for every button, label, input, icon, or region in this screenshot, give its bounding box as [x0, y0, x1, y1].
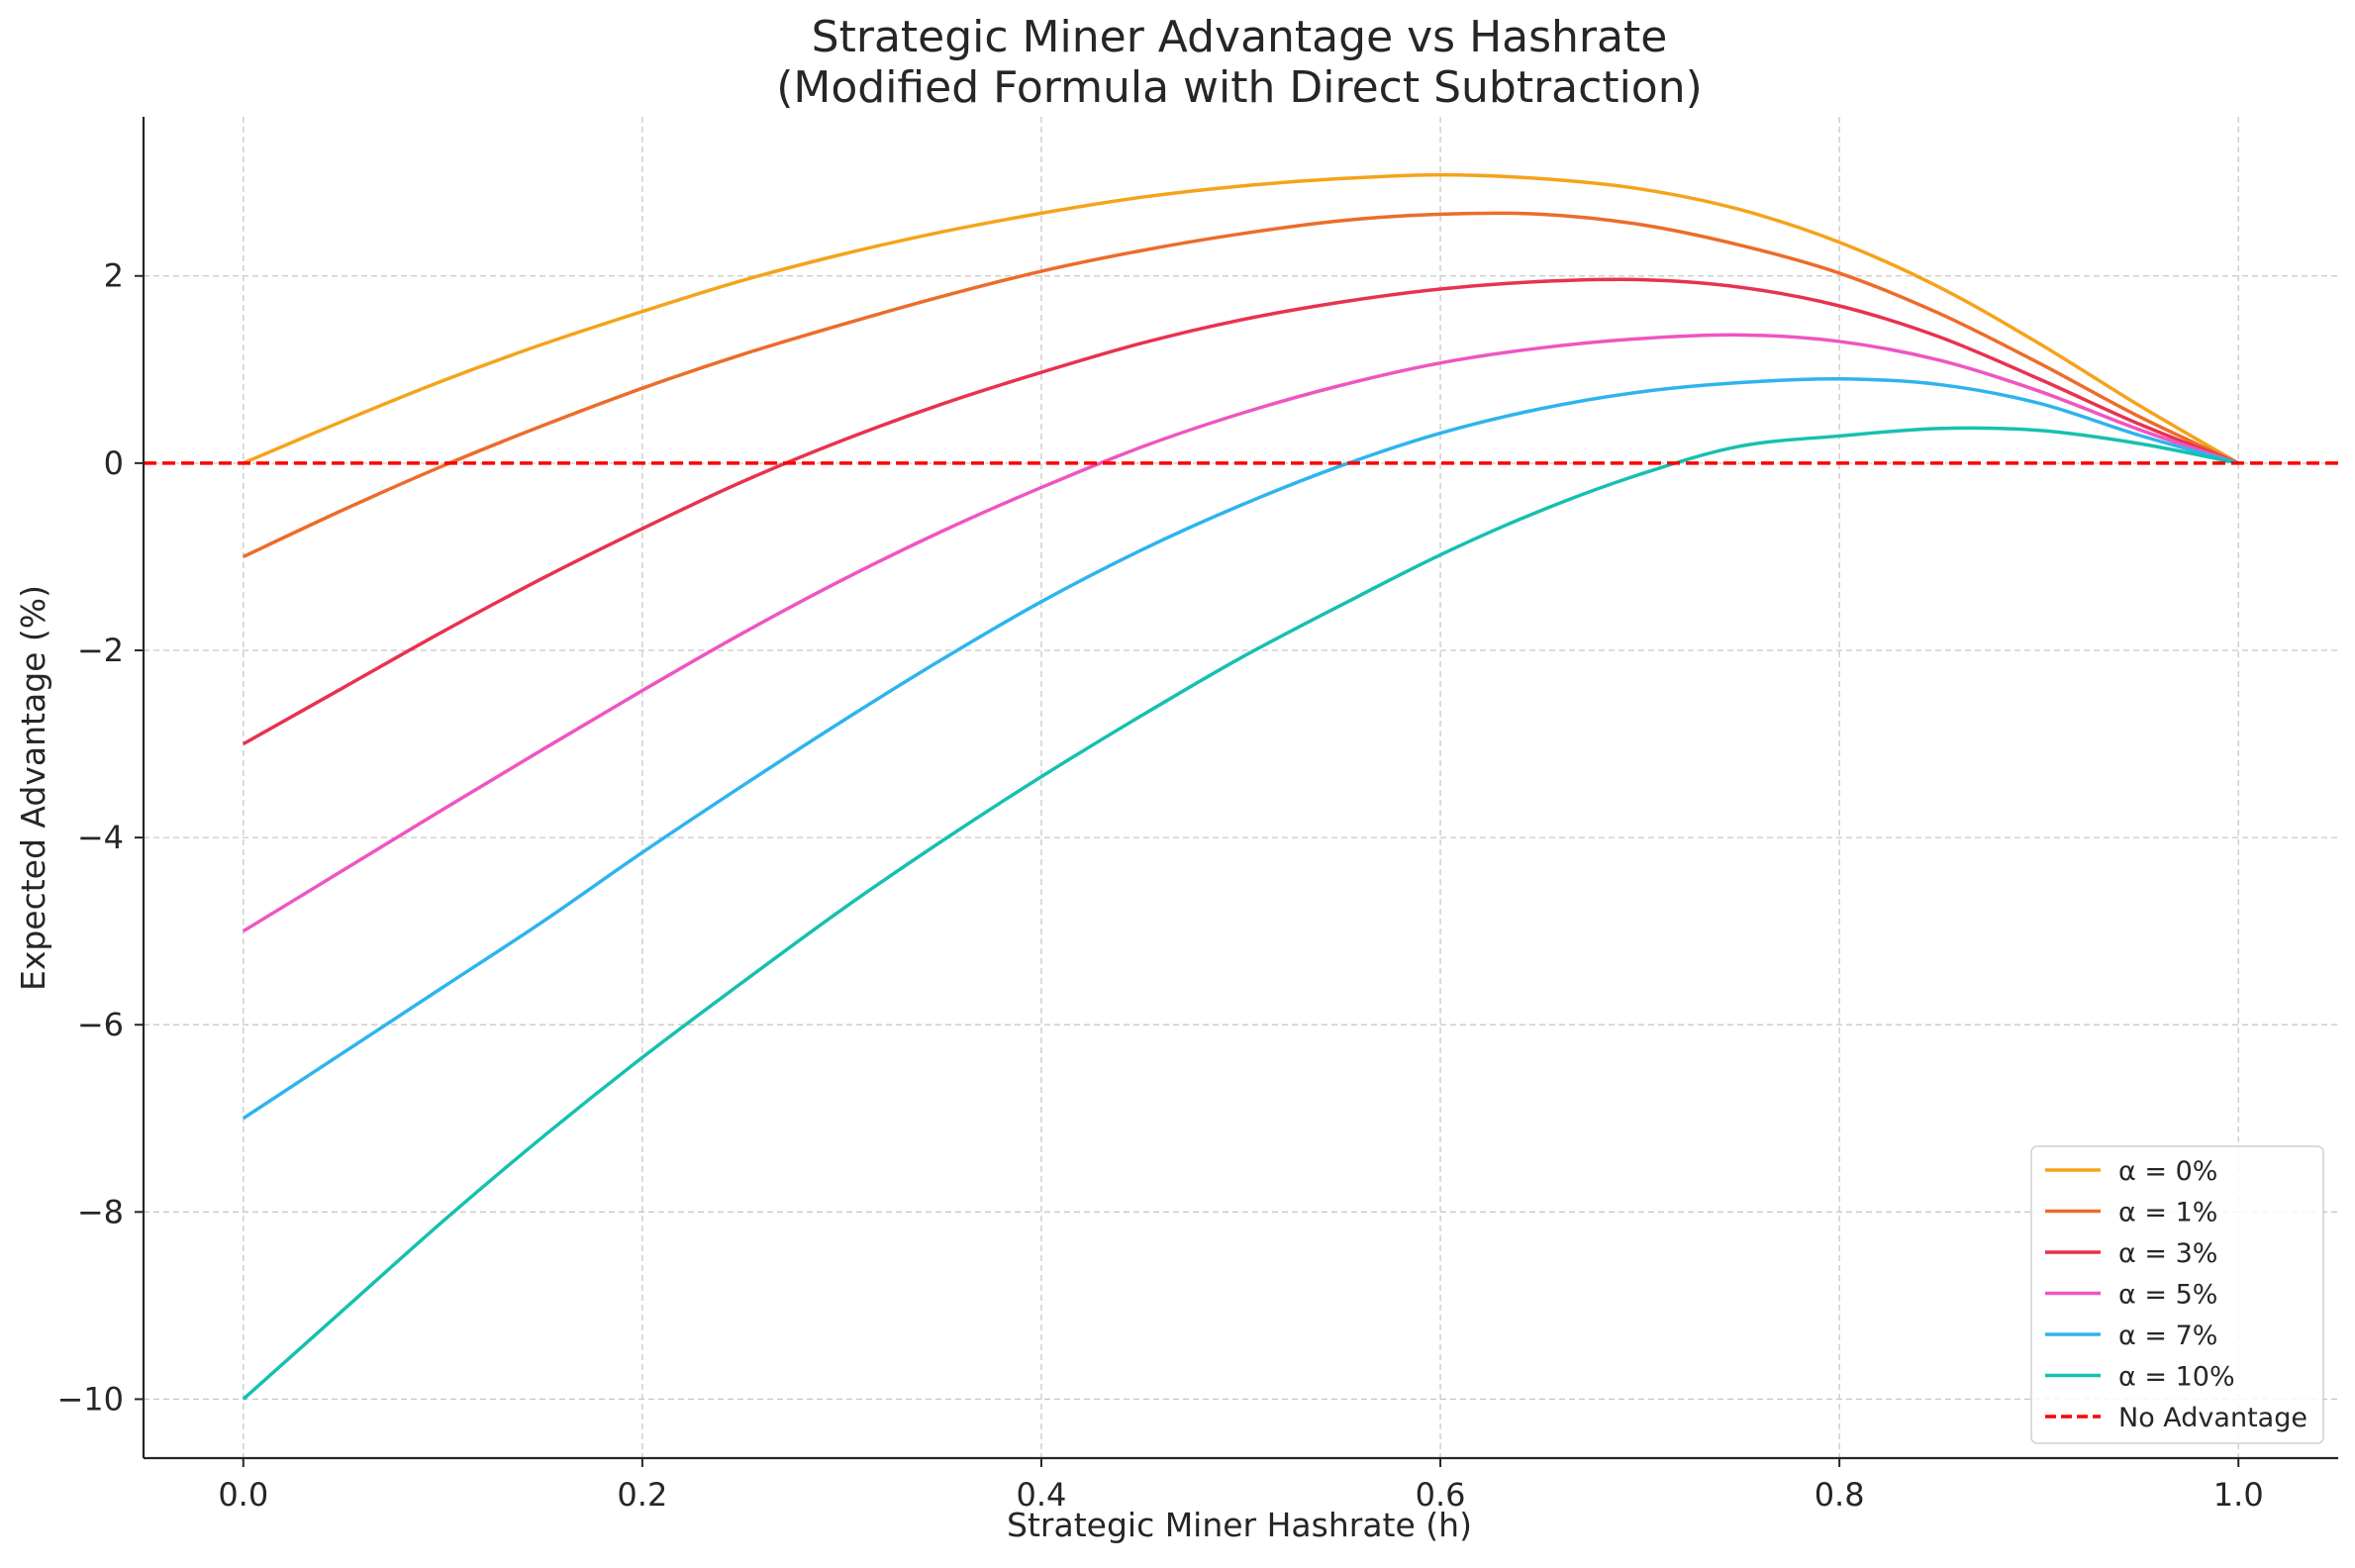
legend-label: α = 0%	[2118, 1156, 2217, 1187]
series-line-2	[242, 277, 2239, 746]
series-line-5	[242, 426, 2239, 1401]
x-tick-label: 1.0	[2213, 1476, 2264, 1514]
y-tick-label: −8	[77, 1193, 124, 1230]
legend-label: α = 7%	[2118, 1321, 2217, 1351]
x-tick-label: 0.8	[1815, 1476, 1865, 1514]
legend-box	[2030, 1145, 2324, 1444]
y-tick-label: 2	[104, 257, 124, 295]
x-tick-label: 0.0	[218, 1476, 268, 1514]
x-tick-label: 0.2	[617, 1476, 667, 1514]
chart-title: Strategic Miner Advantage vs Hashrate	[812, 12, 1668, 62]
x-tick-label: 0.6	[1416, 1476, 1466, 1514]
series-line-1	[243, 211, 2239, 559]
legend-label: No Advantage	[2118, 1403, 2307, 1433]
x-tick-label: 0.4	[1017, 1476, 1067, 1514]
y-tick-label: −4	[77, 819, 124, 856]
series-line-3	[242, 333, 2239, 933]
legend-label: α = 3%	[2118, 1238, 2217, 1269]
legend-label: α = 10%	[2118, 1362, 2235, 1393]
legend-label: α = 5%	[2118, 1280, 2217, 1311]
axes	[135, 117, 2338, 1467]
legend: α = 0% α = 1% α = 3% α = 5% α = 7% α = 10% No …	[2030, 1145, 2324, 1444]
chart-subtitle: (Modified Formula with Direct Subtractio…	[776, 62, 1703, 113]
y-tick-label: −6	[77, 1006, 124, 1043]
y-tick-label: −2	[77, 632, 124, 669]
series-line-0	[243, 172, 2240, 465]
series-line-4	[242, 376, 2239, 1121]
y-axis-label: Expected Advantage (%)	[14, 585, 52, 991]
y-tick-label: −10	[56, 1380, 124, 1418]
x-axis-label: Strategic Miner Hashrate (h)	[1007, 1506, 1472, 1544]
grid	[144, 117, 2338, 1458]
y-tick-label: 0	[104, 444, 124, 482]
legend-label: α = 1%	[2118, 1198, 2217, 1228]
series-lines	[144, 172, 2338, 1401]
tick-labels: 0.0 0.2 0.4 0.6 0.8 1.0 −10 −8 −6 −4 −2 0 2	[56, 257, 2263, 1514]
